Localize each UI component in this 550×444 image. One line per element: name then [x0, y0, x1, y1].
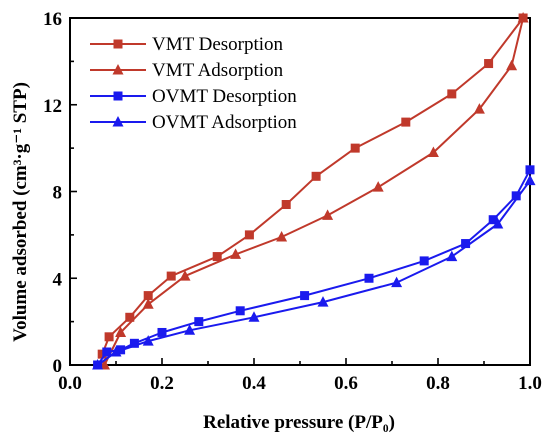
- data-point: [102, 347, 112, 357]
- data-point: [488, 215, 498, 225]
- data-point: [276, 231, 288, 242]
- series-line: [103, 17, 525, 366]
- legend-entry: VMT Adsorption: [90, 60, 284, 81]
- data-point: [492, 218, 504, 229]
- data-point: [311, 171, 321, 181]
- x-tick-label: 0.0: [58, 373, 82, 394]
- data-point: [184, 324, 196, 335]
- legend-label: VMT Adsorption: [152, 60, 284, 81]
- data-point: [244, 230, 254, 240]
- series-layer: [92, 12, 536, 370]
- y-tick-label: 12: [43, 96, 62, 117]
- data-point: [419, 256, 429, 266]
- data-point: [157, 327, 167, 337]
- legend-entry: VMT Desorption: [90, 34, 284, 55]
- data-point: [401, 117, 411, 127]
- data-point: [484, 59, 494, 69]
- y-axis-title-group: Volume adsorbed (cm³·g⁻¹ STP): [10, 82, 31, 342]
- legend-label: OVMT Adsorption: [152, 112, 297, 133]
- data-point: [300, 291, 310, 301]
- data-point: [125, 312, 135, 322]
- data-point: [447, 89, 457, 99]
- x-tick-label: 1.0: [518, 373, 542, 394]
- data-point: [446, 250, 458, 262]
- y-tick-label: 8: [53, 183, 63, 204]
- data-point: [97, 349, 107, 359]
- data-point: [194, 317, 204, 327]
- x-tick-label: 0.4: [242, 373, 266, 394]
- y-tick-label: 16: [43, 9, 62, 30]
- data-point: [517, 12, 529, 23]
- data-point: [391, 276, 403, 288]
- legend-label: VMT Desorption: [152, 34, 284, 55]
- legend-marker: [112, 64, 124, 75]
- data-point: [364, 273, 374, 283]
- legend-marker: [113, 39, 123, 49]
- data-point: [511, 191, 521, 201]
- data-point: [166, 271, 176, 281]
- data-point: [506, 59, 518, 71]
- data-point: [104, 332, 114, 342]
- x-tick-label: 0.2: [150, 373, 174, 394]
- data-point: [179, 270, 191, 281]
- data-point: [230, 248, 242, 259]
- data-point: [142, 335, 154, 346]
- data-point: [143, 291, 153, 301]
- data-point: [92, 359, 104, 370]
- legend-label: OVMT Desorption: [152, 86, 297, 107]
- legend-entry: OVMT Desorption: [90, 86, 297, 107]
- data-point: [350, 143, 360, 153]
- data-point: [317, 296, 329, 307]
- data-point: [129, 338, 139, 348]
- data-point: [322, 209, 334, 220]
- data-point: [473, 103, 485, 114]
- data-point: [235, 306, 245, 316]
- legend-marker: [112, 116, 124, 127]
- series-1: [99, 12, 529, 370]
- ticks: 0.0 0.2 0.4 0.6 0.8 1.0 0 4 8 12 16: [43, 9, 542, 394]
- x-tick-label: 0.6: [334, 373, 358, 394]
- data-point: [525, 165, 535, 175]
- legend-marker: [113, 91, 123, 101]
- data-point: [248, 311, 260, 322]
- x-tick-label: 0.8: [426, 373, 450, 394]
- data-point: [427, 146, 439, 157]
- data-point: [524, 174, 536, 186]
- data-point: [142, 298, 154, 309]
- data-point: [110, 345, 122, 357]
- data-point: [115, 326, 127, 337]
- legend: VMT Desorption VMT Adsorption OVMT Desorpt…: [90, 34, 297, 133]
- y-axis-title: Volume adsorbed (cm³·g⁻¹ STP): [10, 82, 31, 342]
- data-point: [212, 252, 222, 262]
- legend-entry: OVMT Adsorption: [90, 112, 297, 133]
- data-point: [461, 239, 471, 249]
- series-3: [92, 174, 536, 370]
- data-point: [372, 181, 384, 192]
- y-tick-label: 4: [53, 269, 63, 290]
- y-tick-label: 0: [53, 356, 63, 377]
- data-point: [281, 200, 291, 210]
- x-axis-title: Relative pressure (P/P₀): [203, 412, 395, 433]
- series-line: [97, 180, 531, 366]
